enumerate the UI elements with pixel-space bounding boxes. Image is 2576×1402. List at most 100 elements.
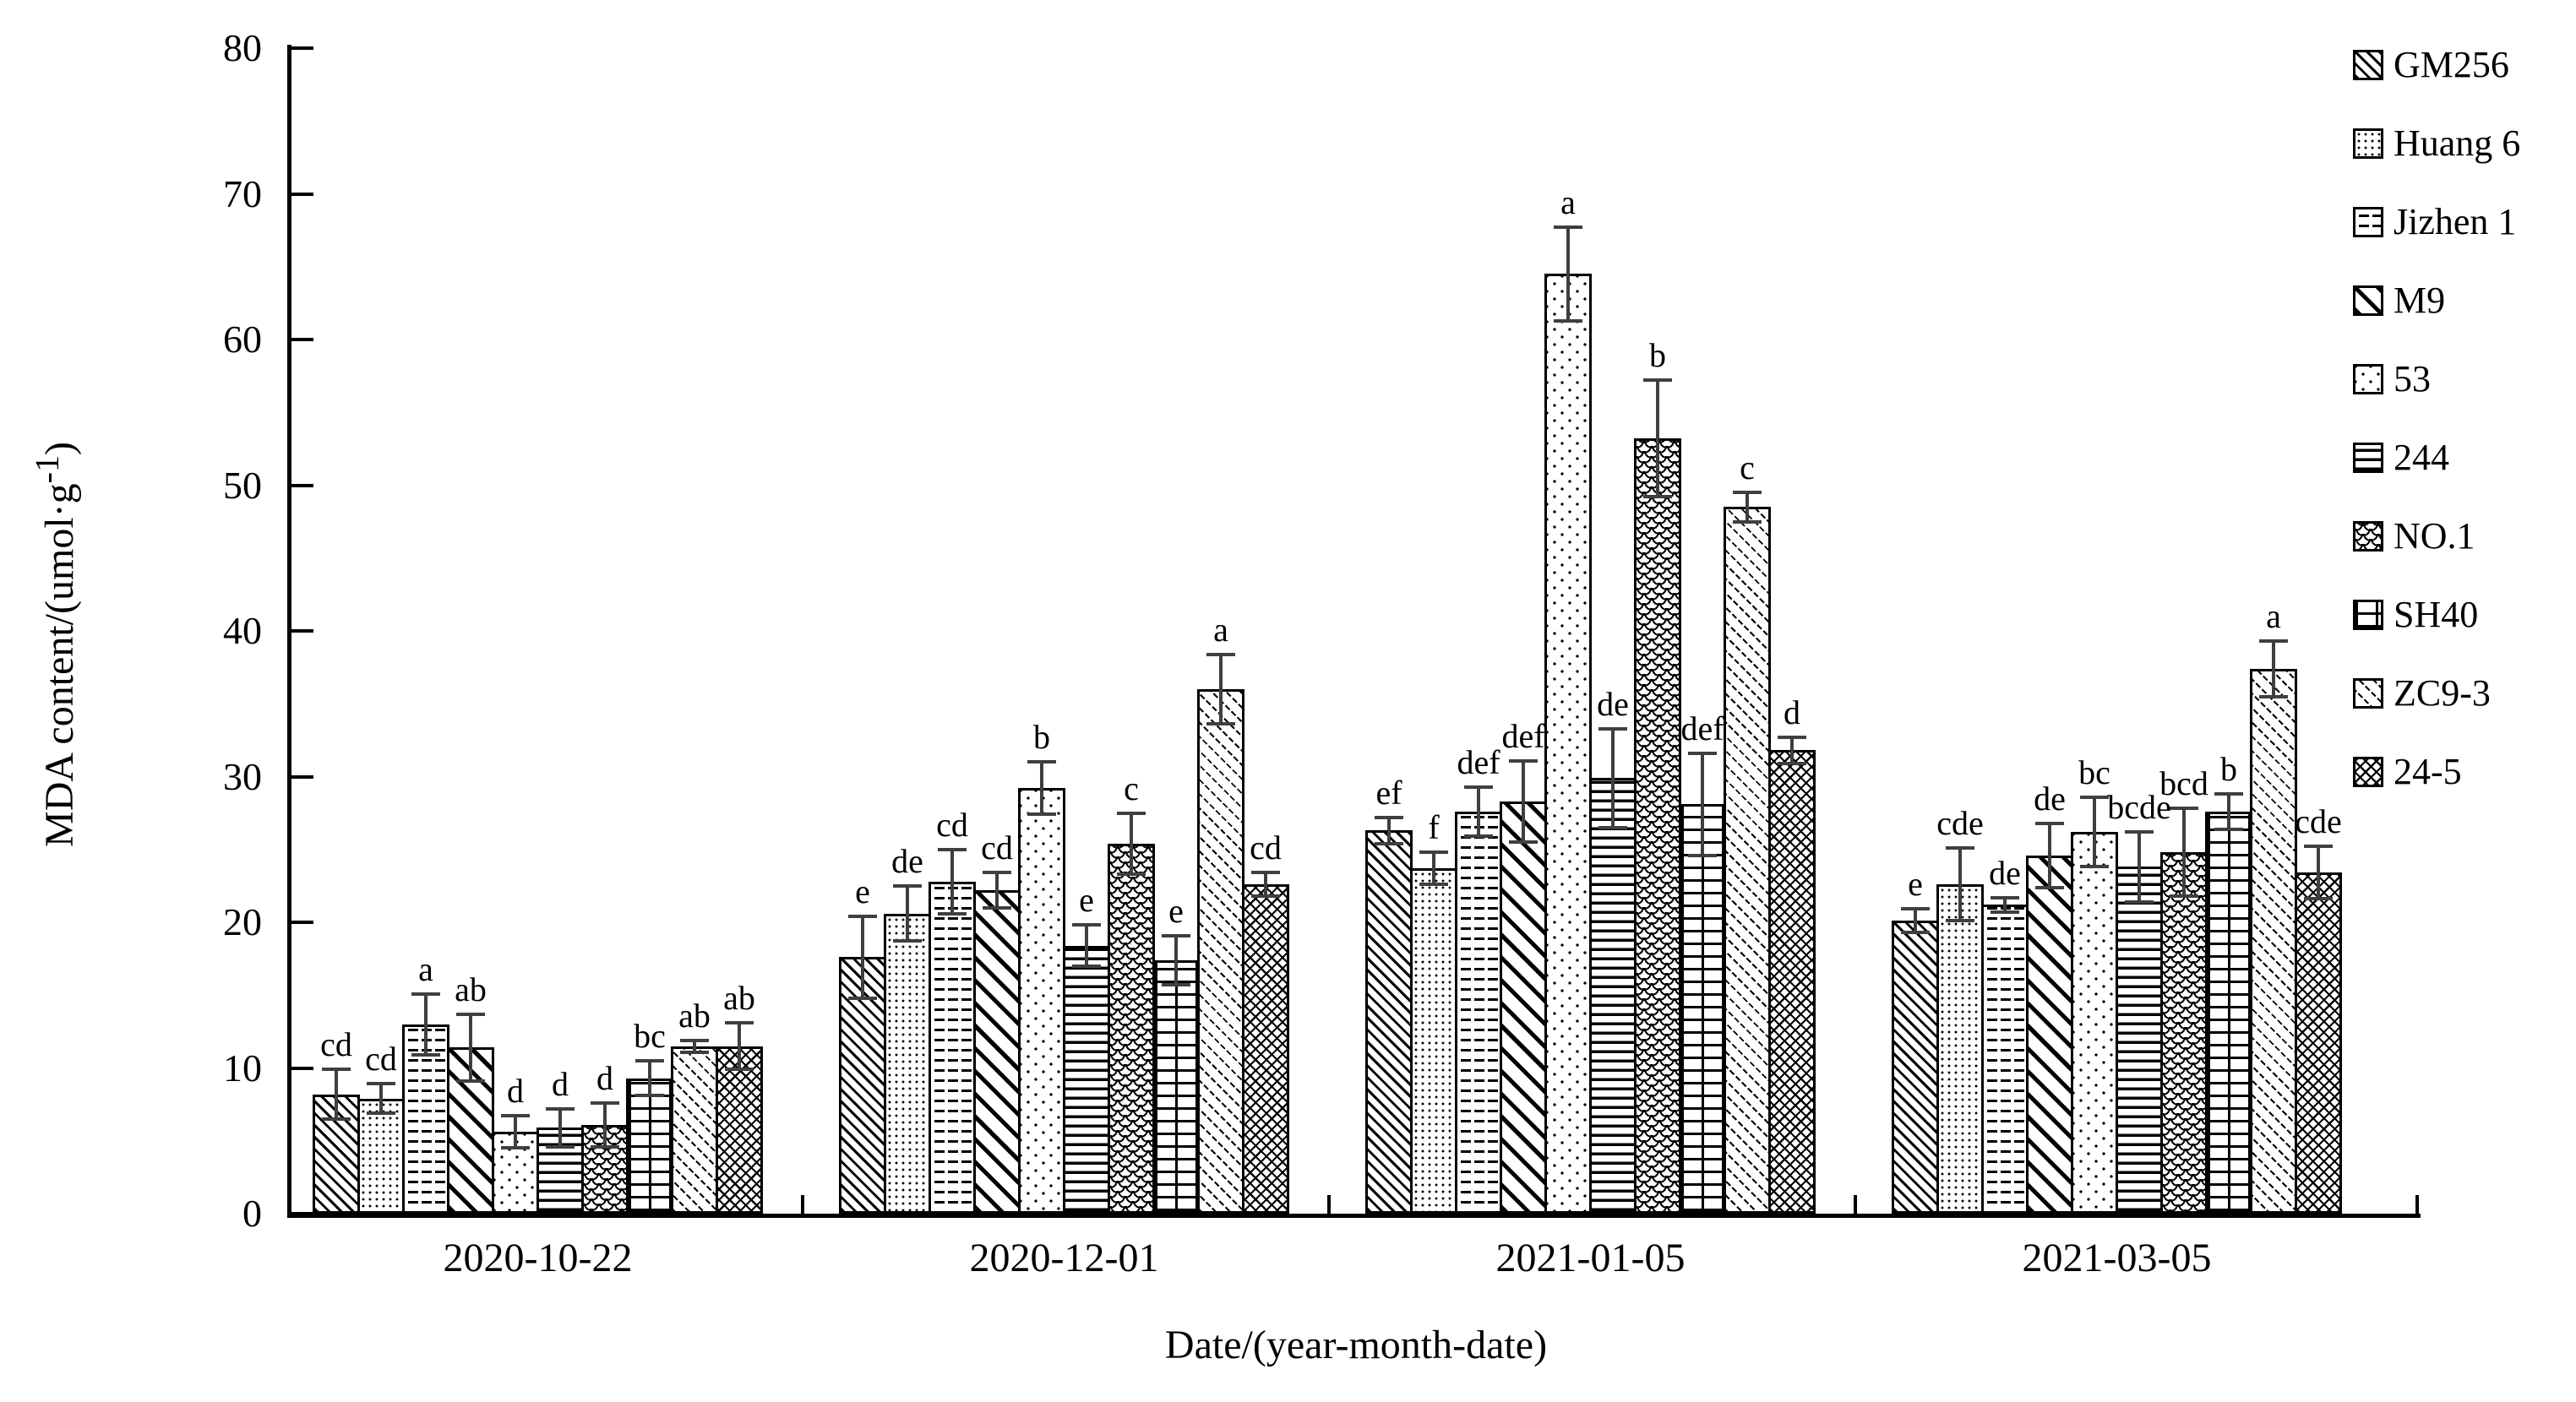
- bar-53-2020-12-01: [1018, 788, 1065, 1214]
- error-bar-cap-bottom: [1778, 761, 1806, 765]
- error-bar-stem: [906, 885, 909, 942]
- significance-letter: bc: [634, 1016, 666, 1055]
- error-bar-stem: [1914, 909, 1917, 933]
- error-bar-stem: [1264, 872, 1267, 896]
- horizontal-dashes-swatch-icon: [2353, 206, 2383, 237]
- y-axis-tick-label: 80: [223, 26, 262, 69]
- crosshatch-swatch-icon: [2353, 756, 2383, 787]
- error-bar-cap-top: [1117, 811, 1146, 815]
- error-bar-stem: [558, 1108, 562, 1147]
- significance-letter: e: [1079, 881, 1094, 920]
- error-bar-cap-bottom: [1027, 812, 1056, 817]
- significance-letter: ab: [455, 970, 487, 1008]
- error-bar-cap-top: [983, 871, 1011, 875]
- error-bar-stem: [514, 1116, 517, 1149]
- error-bar-cap-top: [456, 1012, 485, 1016]
- legend: GM256 Huang 6 Jizhen 1 M9 53 244 NO.1 SH40 ZC9-3…: [2353, 25, 2573, 811]
- y-axis-tick: [291, 774, 313, 779]
- error-bar-stem: [1611, 728, 1615, 828]
- horizontal-lines-swatch-icon: [2353, 442, 2383, 473]
- bar-GM256-2021-01-05: [1365, 830, 1413, 1214]
- diagonal-hatch-wide-swatch-icon: [2353, 285, 2383, 316]
- y-axis-tick-label: 10: [223, 1046, 262, 1090]
- y-axis-title: MDA content/(umol·g-1): [27, 332, 83, 957]
- error-bar-cap-bottom: [1733, 519, 1762, 524]
- fine-dots-swatch-icon: [2353, 128, 2383, 159]
- significance-letter: de: [891, 841, 923, 880]
- error-bar-stem: [379, 1084, 383, 1113]
- error-bar-cap-bottom: [1688, 853, 1717, 857]
- bar-M9-2020-12-01: [973, 890, 1021, 1214]
- legend-item-Jizhen1: Jizhen 1: [2353, 182, 2573, 261]
- y-axis-title-text: MDA content/(umol·g: [37, 483, 82, 847]
- error-bar-cap-bottom: [1946, 919, 1974, 923]
- significance-letter: cd: [320, 1025, 352, 1064]
- legend-label: NO.1: [2394, 514, 2475, 557]
- error-bar-cap-bottom: [2080, 865, 2109, 869]
- legend-label: Huang 6: [2394, 122, 2521, 164]
- error-bar-stem: [2093, 796, 2096, 867]
- error-bar-stem: [1566, 227, 1570, 321]
- legend-item-ZC93: ZC9-3: [2353, 654, 2573, 732]
- error-bar-cap-bottom: [591, 1144, 619, 1149]
- error-bar-stem: [995, 872, 999, 908]
- significance-letter: d: [552, 1064, 569, 1103]
- error-bar-cap-top: [848, 915, 877, 919]
- x-axis-title: Date/(year-month-date): [1164, 1323, 1548, 1367]
- error-bar-cap-bottom: [1162, 983, 1190, 987]
- x-axis-separator-tick: [1854, 1195, 1857, 1214]
- legend-label: 24-5: [2394, 750, 2462, 792]
- x-axis-category-label: 2020-12-01: [969, 1236, 1159, 1280]
- significance-letter: bc: [2078, 753, 2110, 791]
- bar-Huang6-2020-10-22: [357, 1098, 405, 1214]
- error-bar-stem: [2227, 794, 2230, 829]
- significance-letter: cd: [365, 1040, 397, 1079]
- error-bar-stem: [1477, 786, 1480, 837]
- legend-item-53: 53: [2353, 340, 2573, 418]
- significance-letter: de: [1597, 684, 1629, 723]
- significance-letter: d: [507, 1072, 524, 1111]
- error-bar-cap-top: [1554, 226, 1582, 230]
- error-bar-cap-top: [2035, 821, 2064, 825]
- error-bar-cap-top: [2304, 845, 2333, 849]
- significance-letter: de: [2034, 779, 2066, 818]
- bar-SH40-2020-10-22: [626, 1078, 673, 1214]
- error-bar-cap-bottom: [2214, 827, 2243, 831]
- error-bar-cap-top: [1778, 735, 1806, 739]
- legend-item-NO1: NO.1: [2353, 497, 2573, 575]
- error-bar-stem: [1219, 654, 1223, 725]
- error-bar-stem: [1040, 762, 1043, 815]
- bar-245-2021-01-05: [1768, 750, 1816, 1214]
- legend-item-Huang6: Huang 6: [2353, 104, 2573, 182]
- error-bar-stem: [2317, 846, 2320, 899]
- error-bar-cap-top: [2125, 830, 2154, 834]
- error-bar-cap-bottom: [2259, 694, 2288, 698]
- y-axis-tick-label: 0: [242, 1192, 262, 1235]
- bar-NO1-2021-03-05: [2160, 852, 2208, 1214]
- error-bar-cap-top: [1901, 907, 1930, 911]
- legend-label: 53: [2394, 357, 2431, 399]
- error-bar-cap-top: [893, 883, 922, 888]
- legend-label: Jizhen 1: [2394, 200, 2517, 242]
- bar-GM256-2021-03-05: [1892, 921, 1939, 1214]
- bar-244-2021-01-05: [1589, 778, 1637, 1214]
- y-axis-tick-label: 30: [223, 754, 262, 798]
- significance-letter: def: [1501, 716, 1545, 755]
- significance-letter: d: [596, 1058, 613, 1097]
- error-bar-cap-top: [411, 992, 440, 996]
- x-axis-separator-tick: [1327, 1195, 1331, 1214]
- significance-letter: c: [1124, 769, 1139, 807]
- error-bar-cap-top: [1027, 760, 1056, 764]
- significance-letter: cde: [1936, 804, 1984, 843]
- error-bar-stem: [1522, 760, 1525, 843]
- error-bar-cap-bottom: [983, 905, 1011, 910]
- error-bar-stem: [693, 1040, 696, 1052]
- significance-letter: e: [855, 872, 870, 911]
- error-bar-cap-bottom: [1901, 931, 1930, 935]
- error-bar-cap-bottom: [635, 1094, 664, 1098]
- error-bar-cap-top: [1162, 933, 1190, 937]
- error-bar-cap-bottom: [1117, 872, 1146, 877]
- error-bar-cap-bottom: [1206, 722, 1235, 726]
- error-bar-cap-bottom: [2035, 885, 2064, 889]
- significance-letter: bcd: [2159, 764, 2208, 803]
